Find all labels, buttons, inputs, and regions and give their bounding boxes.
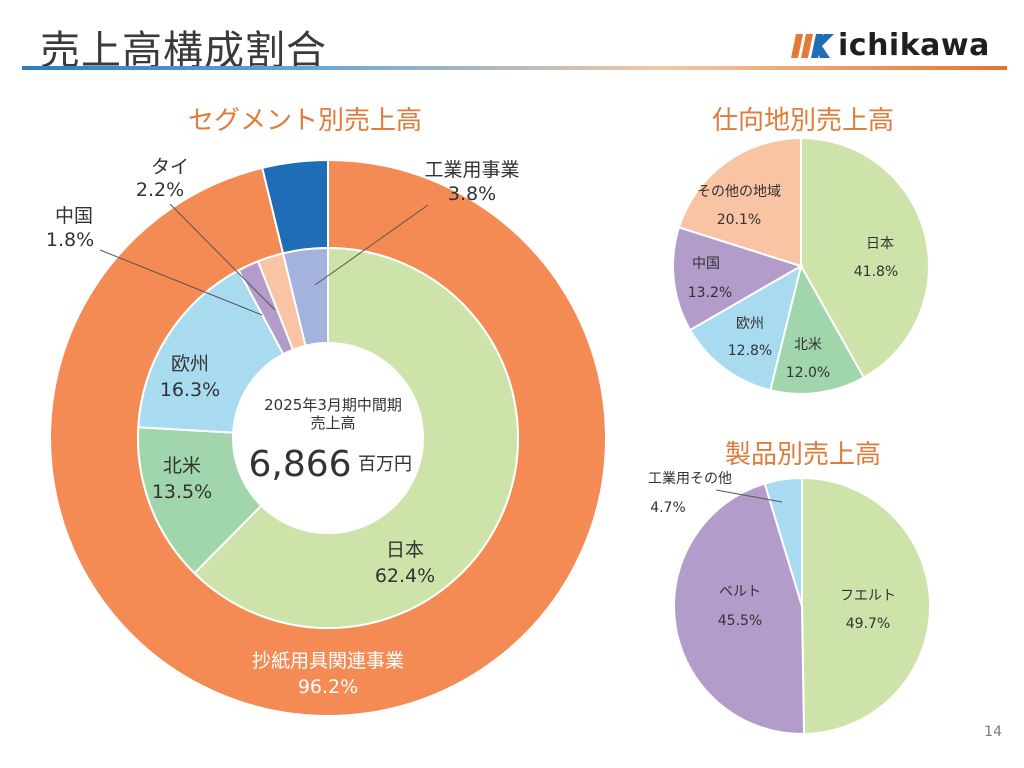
segment-donut-chart: [49, 158, 607, 717]
leader-line-industrial-other: [715, 489, 783, 503]
leader-line-thai: [169, 203, 276, 311]
leader-line-industrial: [314, 204, 429, 286]
label-papermaking-name: 抄紙用具関連事業: [252, 650, 404, 672]
dest-label-china-name: 中国: [692, 256, 720, 272]
label-industrial-name: 工業用事業: [424, 159, 519, 181]
dest-label-japan-name: 日本: [866, 236, 894, 252]
donut-center-text: 2025年3月期中間期 売上高 6,866 百万円: [248, 396, 412, 485]
logo-text: ichikawa: [838, 28, 990, 63]
logo-mark-icon: [791, 34, 834, 58]
prod-label-felt-value: 49.7%: [846, 616, 890, 632]
dest-label-other-value: 20.1%: [717, 212, 761, 228]
label-europe-name: 欧州: [171, 353, 209, 375]
destination-chart-title: 仕向地別売上高: [712, 106, 895, 136]
destination-labels: 日本 41.8% 北米 12.0% 欧州 12.8% 中国 13.2% その他の…: [688, 184, 898, 381]
label-northamerica-name: 北米: [163, 455, 201, 477]
label-china-value: 1.8%: [46, 229, 94, 251]
label-japan-value: 62.4%: [375, 565, 435, 587]
dest-label-na-name: 北米: [794, 337, 822, 353]
destination-slice-4: [677, 136, 802, 268]
segment-inner-slice-5: [281, 246, 329, 347]
product-chart-title: 製品別売上高: [725, 440, 882, 470]
dest-label-japan-value: 41.8%: [854, 264, 898, 280]
prod-label-other-name: 工業用その他: [648, 471, 732, 487]
segment-chart-title: セグメント別売上高: [188, 106, 423, 136]
destination-slice-2: [688, 263, 803, 392]
dest-label-europe-value: 12.8%: [728, 343, 772, 359]
label-thai-value: 2.2%: [136, 179, 184, 201]
label-japan-name: 日本: [386, 539, 424, 561]
dest-label-china-value: 13.2%: [688, 285, 732, 301]
label-europe-value: 16.3%: [160, 379, 220, 401]
title-underline: [22, 66, 1007, 70]
dest-label-europe-name: 欧州: [736, 316, 764, 332]
label-china-name: 中国: [55, 205, 93, 227]
prod-label-felt-name: フエルト: [840, 588, 896, 604]
page-number: 14: [984, 724, 1002, 740]
product-slice-1: [673, 482, 806, 735]
center-line1: 2025年3月期中間期: [264, 396, 402, 414]
prod-label-other-value: 4.7%: [650, 500, 686, 516]
company-logo: ichikawa: [790, 28, 1005, 64]
label-thai-name: タイ: [151, 156, 189, 178]
prod-label-belt-value: 45.5%: [718, 613, 762, 629]
segment-leader-lines: [99, 203, 429, 316]
destination-slice-3: [672, 226, 804, 332]
center-line2: 売上高: [310, 414, 355, 432]
destination-pie-chart: [672, 136, 930, 395]
label-industrial-value: 3.8%: [448, 183, 496, 205]
segment-inner-slice-2: [137, 269, 285, 434]
segment-inner-slice-0: [193, 246, 519, 629]
prod-label-belt-name: ベルト: [719, 584, 761, 600]
product-slice-0: [801, 476, 931, 736]
dest-label-other-name: その他の地域: [697, 184, 781, 200]
product-pie-chart: [673, 476, 931, 736]
segment-labels: タイ 2.2% 中国 1.8% 工業用事業 3.8% 欧州 16.3% 北米 1…: [46, 156, 520, 698]
label-papermaking-value: 96.2%: [298, 676, 358, 698]
product-slice-2: [763, 476, 803, 607]
dest-label-na-value: 12.0%: [786, 365, 830, 381]
leader-line-china: [99, 249, 263, 316]
destination-slice-0: [800, 136, 930, 379]
center-value: 6,866: [248, 444, 351, 485]
product-labels: フエルト 49.7% ベルト 45.5% 工業用その他 4.7%: [648, 471, 896, 632]
label-northamerica-value: 13.5%: [152, 481, 212, 503]
center-unit: 百万円: [358, 454, 412, 475]
segment-inner-slice-1: [137, 426, 263, 575]
